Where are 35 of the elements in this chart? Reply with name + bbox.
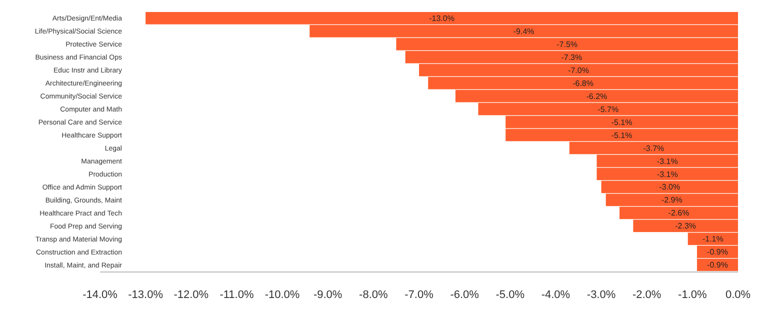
data-label: -5.1% [611,118,632,127]
data-label: -6.2% [586,92,608,101]
data-label: -2.6% [668,208,690,218]
x-tick-label: -2.0% [632,289,662,301]
data-label: -7.0% [568,66,589,75]
data-label: -3.1% [656,156,678,166]
x-tick-label: -11.0% [220,289,254,301]
data-label: -1.1% [702,234,724,244]
x-tick-label: -4.0% [541,289,570,301]
data-label: -0.9% [707,260,728,270]
data-label: -3.0% [659,182,680,192]
x-tick-label: -5.0% [496,289,525,301]
data-label: -2.3% [675,222,696,231]
x-tick-label: -3.0% [586,289,616,301]
x-tick-label: -14.0% [82,289,118,301]
data-label: -3.7% [643,144,664,153]
x-tick-label: -7.0% [404,289,434,301]
data-label: -3.1% [656,170,678,179]
data-label: -5.1% [611,130,632,140]
data-label: -7.3% [561,52,582,62]
x-tick-label: -6.0% [450,289,480,301]
data-label: -7.5% [556,40,578,49]
x-tick-label: -8.0% [359,289,388,301]
x-tick-label: 0.0% [725,289,751,301]
data-label: -9.4% [513,26,534,36]
data-label: -0.9% [707,248,728,257]
x-tick-label: -1.0% [678,289,708,301]
data-label: -6.8% [572,78,594,88]
x-tick-label: -13.0% [128,289,164,301]
x-tick-label: -10.0% [264,289,300,301]
data-label: -2.9% [661,196,682,205]
x-tick-label: -12.0% [174,289,209,301]
x-tick-label: -9.0% [313,289,342,301]
data-label: -13.0% [429,14,454,23]
data-label: -5.7% [598,104,619,114]
